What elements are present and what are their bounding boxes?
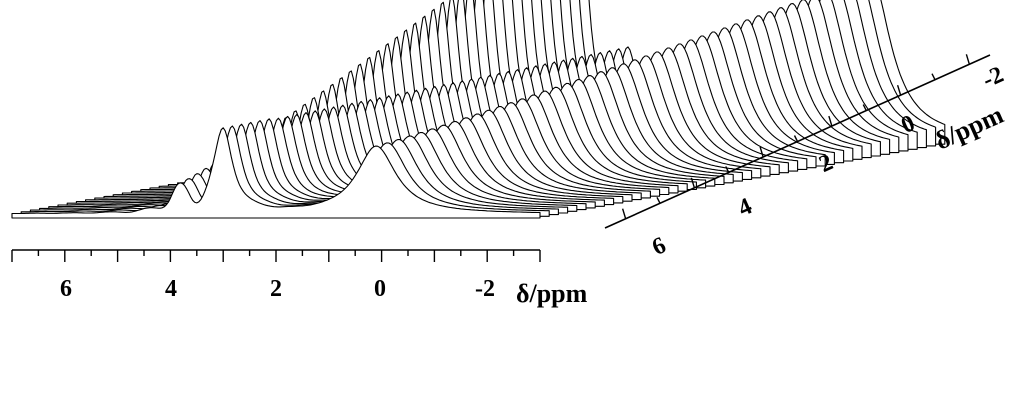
front-tick-label: -2 — [475, 276, 495, 302]
depth-axis-tick — [793, 135, 799, 142]
front-tick-label: 2 — [270, 276, 282, 302]
depth-axis-ticks — [621, 54, 971, 219]
front-tick-label: 6 — [60, 276, 72, 302]
depth-axis-tick — [965, 54, 971, 65]
depth-axis-tick — [931, 73, 936, 81]
front-tick-label: 4 — [165, 276, 177, 302]
depth-axis-tick — [656, 196, 661, 204]
depth-axis-tick — [896, 84, 902, 96]
depth-axis-tick — [759, 146, 764, 158]
depth-axis-title: δ/ppm — [931, 100, 1008, 156]
spectrum-traces — [11, 0, 946, 219]
depth-axis-tick — [828, 115, 833, 127]
front-tick-label: 0 — [374, 276, 386, 302]
depth-axis-tick — [690, 177, 696, 189]
front-axis-title: δ/ppm — [516, 279, 588, 308]
front-chemical-shift-axis: 6 4 2 0 -2 δ/ppm — [11, 249, 588, 308]
front-axis-ticks — [11, 250, 541, 262]
spectrum-trace — [20, 125, 550, 217]
depth-axis-tick — [621, 208, 627, 219]
depth-tick-label: 6 — [648, 232, 670, 261]
depth-axis-tick — [725, 166, 730, 173]
depth-tick-label: 4 — [734, 193, 756, 222]
depth-tick-label: -2 — [979, 62, 1008, 94]
depth-axis-tick — [862, 104, 867, 111]
spectrum-trace — [11, 127, 541, 219]
spectrum-trace — [29, 123, 559, 216]
